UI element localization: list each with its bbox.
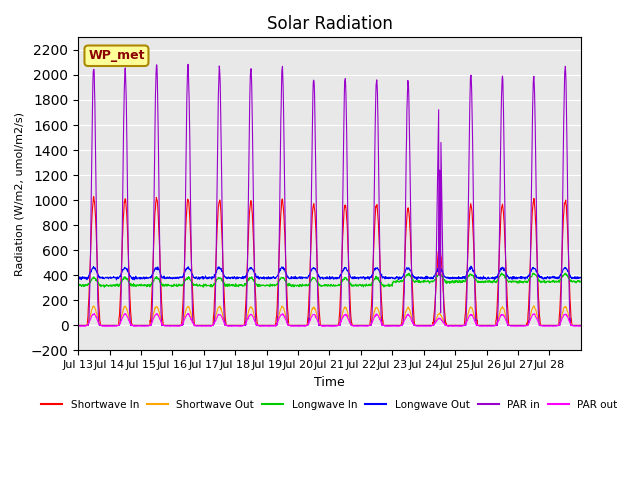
Longwave In (74, 282, 82, 288)
Longwave Out (522, 276, 529, 281)
Shortwave In (307, 251, 314, 257)
Longwave In (577, 278, 584, 284)
Longwave In (498, 270, 506, 276)
PAR in (153, 62, 161, 68)
Shortwave Out (521, 323, 529, 328)
PAR in (571, 323, 579, 328)
Shortwave In (74, 323, 82, 328)
PAR in (577, 323, 584, 328)
Shortwave Out (74, 323, 82, 328)
Longwave Out (153, 265, 161, 271)
PAR in (316, 323, 324, 328)
Shortwave Out (571, 323, 579, 328)
PAR in (307, 246, 314, 252)
Shortwave Out (447, 323, 455, 328)
Text: WP_met: WP_met (88, 49, 145, 62)
Longwave In (153, 274, 161, 279)
PAR out (184, 311, 192, 316)
Longwave In (200, 284, 207, 290)
Longwave In (448, 280, 456, 286)
Longwave In (571, 279, 579, 285)
PAR out (522, 323, 529, 329)
PAR out (577, 323, 584, 329)
Line: Shortwave Out: Shortwave Out (78, 306, 580, 325)
Shortwave Out (577, 323, 584, 328)
PAR out (74, 323, 82, 329)
Longwave Out (74, 275, 82, 280)
Line: Longwave Out: Longwave Out (78, 266, 580, 280)
Shortwave In (577, 323, 584, 328)
Line: Shortwave In: Shortwave In (78, 196, 580, 325)
Shortwave In (90, 193, 97, 199)
Shortwave In (316, 319, 324, 325)
PAR out (571, 323, 579, 329)
PAR out (153, 311, 161, 316)
Longwave In (307, 279, 314, 285)
Shortwave In (522, 323, 529, 328)
Shortwave Out (153, 304, 161, 310)
Shortwave In (571, 323, 579, 328)
PAR in (448, 323, 456, 328)
PAR out (307, 316, 314, 322)
Longwave Out (316, 276, 324, 282)
PAR in (522, 323, 529, 328)
Longwave In (316, 282, 324, 288)
X-axis label: Time: Time (314, 376, 345, 389)
PAR out (316, 323, 324, 328)
Y-axis label: Radiation (W/m2, umol/m2/s): Radiation (W/m2, umol/m2/s) (15, 112, 25, 276)
PAR in (74, 323, 82, 328)
Longwave Out (448, 276, 456, 281)
Shortwave Out (307, 313, 314, 319)
Line: Longwave In: Longwave In (78, 273, 580, 287)
Line: PAR out: PAR out (78, 313, 580, 326)
Shortwave In (153, 197, 161, 203)
Longwave In (522, 278, 529, 284)
Shortwave In (448, 323, 456, 328)
Longwave Out (571, 276, 579, 281)
Longwave Out (467, 263, 475, 269)
Line: PAR in: PAR in (78, 64, 580, 325)
Shortwave Out (316, 322, 324, 328)
PAR out (448, 324, 456, 329)
PAR out (444, 324, 452, 329)
Shortwave Out (530, 303, 538, 309)
Longwave Out (131, 277, 138, 283)
PAR in (184, 61, 192, 67)
Title: Solar Radiation: Solar Radiation (266, 15, 392, 33)
Legend: Shortwave In, Shortwave Out, Longwave In, Longwave Out, PAR in, PAR out: Shortwave In, Shortwave Out, Longwave In… (37, 396, 621, 414)
Longwave Out (577, 275, 584, 280)
Longwave Out (307, 269, 314, 275)
